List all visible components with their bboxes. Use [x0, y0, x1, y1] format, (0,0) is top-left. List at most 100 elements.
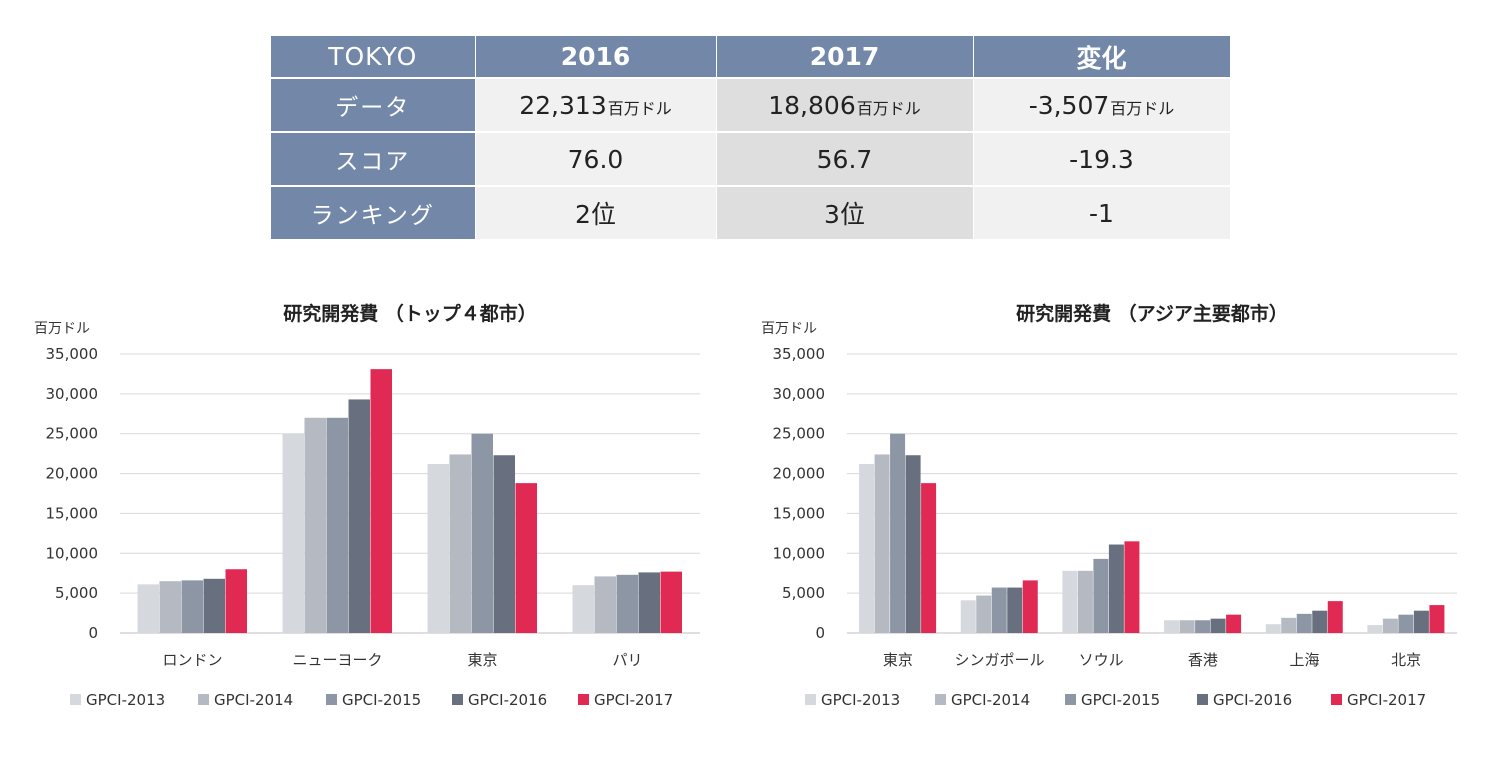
bar-gpci-2015 [1093, 558, 1109, 633]
bar-gpci-2013 [137, 584, 159, 633]
bar-gpci-2017 [370, 369, 392, 633]
bar-gpci-2016 [1108, 544, 1124, 633]
bar-gpci-2016 [638, 572, 660, 633]
bar-gpci-2014 [1077, 570, 1093, 633]
table-cell: 76.0 [475, 132, 717, 187]
bar-gpci-2014 [874, 454, 890, 633]
x-tick-label: 上海 [1289, 651, 1319, 669]
bar-gpci-2015 [1195, 620, 1211, 633]
y-tick-label: 0 [815, 624, 825, 642]
bar-gpci-2017 [1124, 541, 1140, 633]
bar-gpci-2017 [1429, 605, 1445, 633]
y-tick-label: 35,000 [773, 345, 826, 363]
bar-gpci-2015 [471, 433, 493, 633]
bar-gpci-2017 [921, 483, 937, 633]
row-label: ランキング [271, 186, 476, 241]
y-tick-label: 15,000 [773, 504, 826, 522]
table-cell: -3,507百万ドル [973, 78, 1231, 133]
y-axis-label: 百万ドル [761, 321, 817, 337]
bar-gpci-2017 [515, 483, 537, 633]
chart-top4-cities: 研究開発費 （トップ４都市） 百万ドル 0 5,000 10,000 15,000 20,0… [30, 290, 730, 734]
bar-gpci-2016 [203, 578, 225, 633]
bar-gpci-2014 [1382, 618, 1398, 633]
bar-gpci-2015 [991, 587, 1007, 633]
legend-label: GPCI-2013 [86, 691, 165, 709]
table-row-ranking: ランキング 2位 3位 -1 [271, 186, 1231, 241]
chart-top4-svg: 研究開発費 （トップ４都市） 百万ドル 0 5,000 10,000 15,000 20,0… [34, 302, 700, 709]
y-tick-label: 10,000 [773, 544, 826, 562]
cell-unit: 百万ドル [607, 98, 672, 118]
bar-gpci-2014 [159, 581, 181, 633]
bar-gpci-2016 [1007, 587, 1023, 633]
bar-gpci-2015 [1398, 614, 1414, 633]
legend-swatch [1197, 694, 1208, 705]
bar-gpci-2013 [572, 585, 594, 633]
bar-gpci-2017 [1226, 614, 1242, 633]
bar-gpci-2016 [493, 455, 515, 633]
x-tick-label: ロンドン [162, 651, 222, 669]
y-tick-label: 30,000 [46, 385, 99, 403]
chart-asia-cities: 研究開発費 （アジア主要都市） 百万ドル 0 5,000 10,000 15,000 20,… [757, 290, 1477, 734]
bar-gpci-2015 [616, 574, 638, 633]
x-tick-label: 東京 [467, 651, 497, 669]
bar-gpci-2017 [1327, 601, 1343, 633]
bar-gpci-2014 [1281, 617, 1297, 633]
bar-gpci-2013 [859, 464, 875, 633]
y-tick-label: 25,000 [46, 425, 99, 443]
bar-gpci-2014 [1179, 620, 1195, 633]
row-label: スコア [271, 132, 476, 187]
x-tick-label: 東京 [883, 651, 913, 669]
legend-swatch [578, 694, 589, 705]
legend-swatch [70, 694, 81, 705]
chart-title: 研究開発費 （アジア主要都市） [1016, 302, 1288, 325]
table-corner-label: TOKYO [271, 36, 476, 79]
bar-gpci-2017 [660, 571, 682, 633]
legend-swatch [198, 694, 209, 705]
y-tick-label: 35,000 [46, 345, 99, 363]
bar-gpci-2013 [1164, 620, 1180, 633]
bar-gpci-2014 [449, 454, 471, 633]
y-tick-label: 0 [88, 624, 98, 642]
y-tick-label: 5,000 [55, 584, 98, 602]
tokyo-rd-table: TOKYO 2016 2017 変化 データ 22,313百万ドル 18,806… [271, 36, 1231, 241]
table-row-data: データ 22,313百万ドル 18,806百万ドル -3,507百万ドル [271, 78, 1231, 133]
bar-gpci-2013 [1062, 570, 1078, 633]
column-header-2017: 2017 [716, 36, 974, 79]
legend-swatch [935, 694, 946, 705]
table-cell: -1 [973, 186, 1231, 241]
table-row-score: スコア 76.0 56.7 -19.3 [271, 132, 1231, 187]
bar-gpci-2015 [326, 417, 348, 633]
bar-gpci-2014 [594, 576, 616, 633]
table-header-row: TOKYO 2016 2017 変化 [271, 36, 1231, 79]
legend-label: GPCI-2014 [214, 691, 293, 709]
bar-gpci-2013 [427, 464, 449, 633]
chart-title: 研究開発費 （トップ４都市） [283, 302, 537, 325]
table-cell: 3位 [716, 186, 974, 241]
cell-value: -3,507 [1028, 90, 1110, 120]
y-tick-label: 30,000 [773, 385, 826, 403]
bar-gpci-2017 [225, 569, 247, 633]
bar-gpci-2013 [1265, 624, 1281, 633]
legend-label: GPCI-2017 [1347, 691, 1426, 709]
x-tick-label: パリ [612, 651, 642, 669]
table-cell: 18,806百万ドル [716, 78, 974, 133]
table-cell: 56.7 [716, 132, 974, 187]
column-header-2016: 2016 [475, 36, 717, 79]
bar-gpci-2016 [1312, 610, 1328, 633]
bar-gpci-2016 [1413, 610, 1429, 633]
y-tick-label: 25,000 [773, 425, 826, 443]
bar-gpci-2013 [960, 600, 976, 633]
bar-gpci-2014 [304, 417, 326, 633]
table-cell: 22,313百万ドル [475, 78, 717, 133]
y-tick-label: 20,000 [46, 465, 99, 483]
y-tick-label: 20,000 [773, 465, 826, 483]
x-tick-label: 北京 [1391, 651, 1421, 669]
legend-label: GPCI-2015 [1081, 691, 1160, 709]
legend-label: GPCI-2016 [468, 691, 547, 709]
x-tick-label: ニューヨーク [292, 651, 382, 669]
row-label: データ [271, 78, 476, 133]
x-tick-label: シンガポール [954, 651, 1044, 669]
legend-swatch [1065, 694, 1076, 705]
bar-gpci-2015 [1296, 613, 1312, 633]
legend-swatch [326, 694, 337, 705]
